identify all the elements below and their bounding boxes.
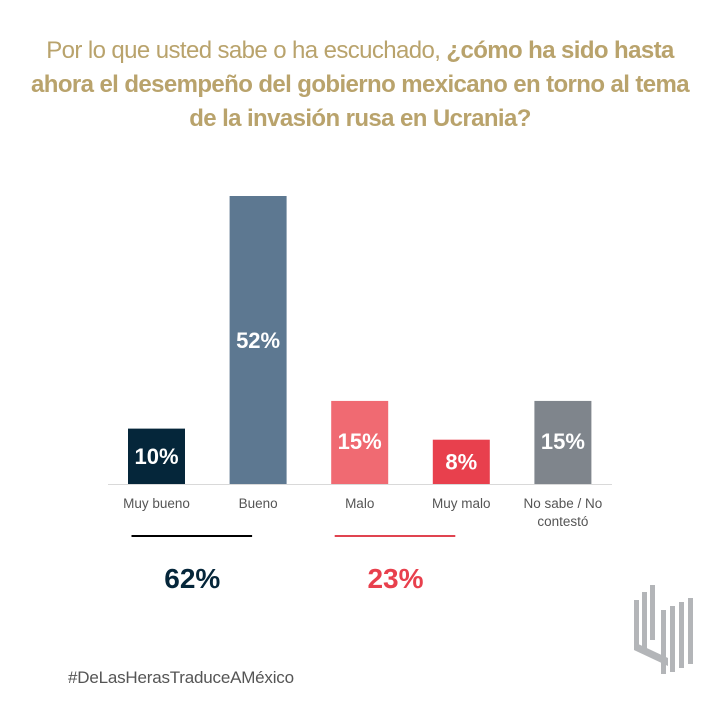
bar-1: [229, 196, 287, 484]
category-label: Malo: [345, 496, 374, 511]
data-label: 10%: [134, 444, 178, 469]
title-bold: ¿cómo ha sido hasta ahora el desempeño d…: [31, 37, 690, 132]
chart-title: Por lo que usted sabe o ha escuchado, ¿c…: [20, 34, 700, 136]
group-total-1: 23%: [367, 563, 423, 594]
category-label: Muy malo: [432, 496, 491, 511]
data-label: 52%: [236, 328, 280, 353]
bar-4: [534, 400, 592, 484]
category-label: Muy bueno: [123, 496, 190, 511]
data-label: 15%: [541, 429, 585, 454]
bar-2: [331, 400, 389, 484]
category-label: contestó: [537, 514, 588, 529]
logo-icon: [634, 585, 693, 674]
group-total-0: 62%: [164, 563, 220, 594]
bar-0: [128, 428, 185, 484]
data-label: 8%: [445, 450, 477, 475]
data-label: 15%: [338, 429, 382, 454]
bar-3: [432, 439, 490, 484]
hashtag: #DeLasHerasTraduceAMéxico: [68, 668, 294, 687]
title-normal: Por lo que usted sabe o ha escuchado,: [46, 37, 447, 64]
category-label: Bueno: [239, 496, 278, 511]
category-label: No sabe / No: [524, 496, 603, 511]
